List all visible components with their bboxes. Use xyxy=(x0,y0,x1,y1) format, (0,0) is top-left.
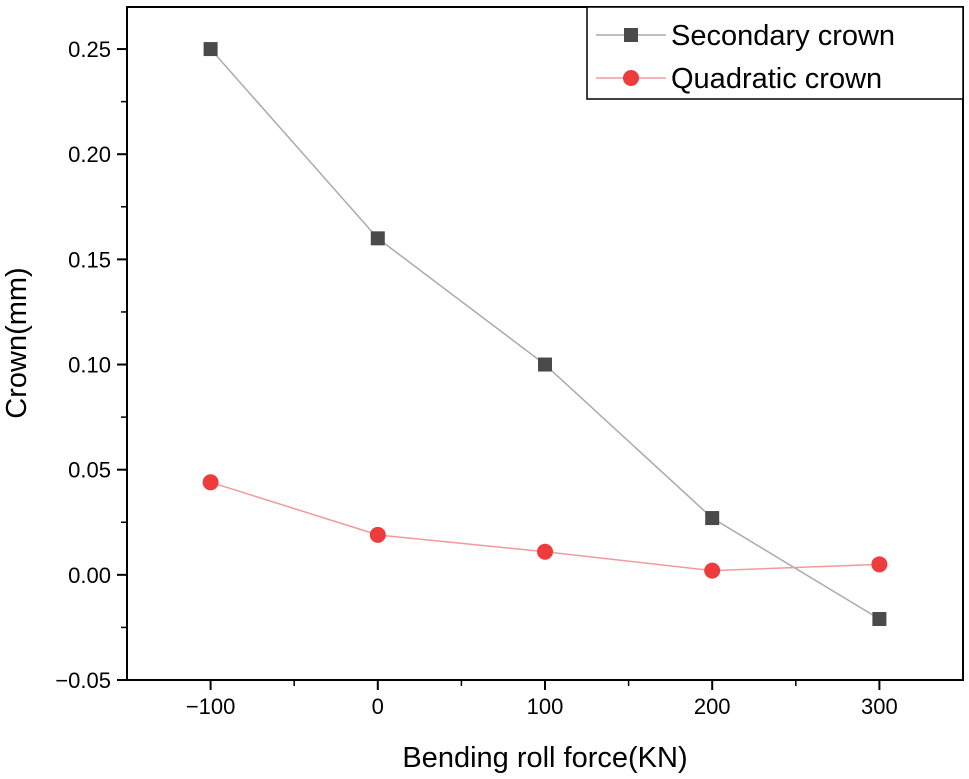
data-point-square xyxy=(705,511,719,525)
x-tick-label: 0 xyxy=(372,694,384,719)
y-tick-label: −0.05 xyxy=(55,668,111,693)
series-line-0 xyxy=(211,49,880,619)
x-tick-label: 200 xyxy=(694,694,731,719)
legend-label-secondary: Secondary crown xyxy=(671,20,895,52)
data-point-circle xyxy=(537,544,553,560)
y-tick-label: 0.25 xyxy=(68,37,111,62)
x-axis-title: Bending roll force(KN) xyxy=(402,742,687,774)
x-tick-label: 300 xyxy=(861,694,898,719)
y-tick-label: 0.10 xyxy=(68,353,111,378)
y-tick-label: 0.00 xyxy=(68,563,111,588)
legend-marker-quadratic xyxy=(623,70,639,86)
data-point-square xyxy=(538,358,552,372)
data-point-square xyxy=(371,231,385,245)
x-axis-ticks: −100 0 100 200 300 xyxy=(186,680,898,719)
legend-label-quadratic: Quadratic crown xyxy=(671,63,882,95)
data-point-circle xyxy=(203,474,219,490)
x-tick-label: 100 xyxy=(527,694,564,719)
x-tick-label: −100 xyxy=(186,694,236,719)
data-point-circle xyxy=(370,527,386,543)
y-tick-label: 0.05 xyxy=(68,458,111,483)
data-point-circle xyxy=(704,563,720,579)
plot-frame xyxy=(127,7,963,680)
y-axis-title: Crown(mm) xyxy=(1,267,33,418)
data-point-circle xyxy=(871,556,887,572)
data-point-square xyxy=(872,612,886,626)
legend-marker-secondary xyxy=(624,28,638,42)
y-tick-label: 0.20 xyxy=(68,142,111,167)
series-layer xyxy=(203,42,888,626)
chart: −100 0 100 200 300 −0.05 0.00 0.05 0.10 0.15 0.20… xyxy=(0,0,969,779)
data-point-square xyxy=(204,42,218,56)
y-tick-label: 0.15 xyxy=(68,247,111,272)
legend: Secondary crown Quadratic crown xyxy=(587,7,963,99)
y-axis-ticks: −0.05 0.00 0.05 0.10 0.15 0.20 0.25 xyxy=(55,37,127,693)
